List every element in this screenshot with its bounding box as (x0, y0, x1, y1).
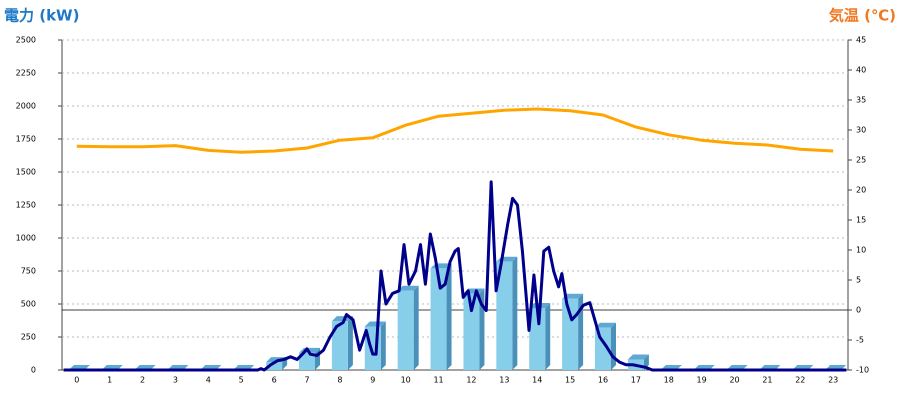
y-axis-title: 電力 (kW) (4, 7, 79, 25)
bar (562, 298, 579, 370)
x-tick-label: 3 (173, 376, 178, 385)
bar (463, 293, 480, 370)
bar (299, 352, 316, 370)
y-tick-label: 1250 (16, 201, 36, 210)
y2-tick-label: 10 (856, 246, 866, 255)
y-tick-label: 750 (21, 267, 36, 276)
x-tick-label: 5 (239, 376, 244, 385)
x-tick-label: 15 (565, 376, 575, 385)
bar-side (413, 285, 419, 370)
x-tick-label: 14 (532, 376, 542, 385)
bar-side (545, 302, 551, 370)
y2-tick-label: 15 (856, 216, 866, 225)
bar-side (512, 256, 518, 370)
y-tick-label: 500 (21, 300, 36, 309)
bar-side (610, 322, 616, 370)
x-tick-label: 21 (762, 376, 772, 385)
bar-side (347, 316, 353, 370)
bar-top (364, 321, 386, 327)
bar-side (282, 357, 288, 370)
y2-tick-label: 5 (856, 276, 861, 285)
y-tick-label: 2000 (16, 102, 36, 111)
bar-top (397, 285, 419, 291)
bar (529, 307, 546, 370)
x-tick-label: 0 (74, 376, 79, 385)
bar-top (594, 322, 616, 328)
y2-tick-label: 30 (856, 126, 866, 135)
bar-top (627, 354, 649, 360)
x-tick-label: 10 (401, 376, 411, 385)
x-tick-label: 8 (337, 376, 342, 385)
power-line (63, 180, 847, 372)
temperature-line (76, 107, 834, 154)
x-tick-label: 9 (370, 376, 375, 385)
y2-tick-label: 25 (856, 156, 866, 165)
bar (430, 268, 447, 370)
x-tick-label: 1 (107, 376, 112, 385)
y2-tick-label: -5 (856, 336, 864, 345)
bar (331, 321, 348, 370)
x-tick-label: 16 (598, 376, 608, 385)
y-tick-label: 2500 (16, 36, 36, 45)
y2-tick-label: 45 (856, 36, 866, 45)
y2-tick-label: 20 (856, 186, 866, 195)
y-tick-label: 0 (31, 366, 36, 375)
y2-tick-label: -10 (856, 366, 869, 375)
x-tick-label: 7 (304, 376, 309, 385)
y-tick-label: 1750 (16, 135, 36, 144)
bar-top (562, 293, 584, 299)
x-tick-label: 2 (140, 376, 145, 385)
x-tick-label: 23 (828, 376, 838, 385)
x-tick-label: 4 (206, 376, 211, 385)
y-tick-label: 250 (21, 333, 36, 342)
x-tick-label: 6 (272, 376, 277, 385)
x-tick-label: 11 (433, 376, 443, 385)
x-tick-label: 22 (795, 376, 805, 385)
bar-side (380, 321, 386, 370)
bar (266, 362, 283, 370)
bar (496, 261, 513, 370)
y2-tick-label: 0 (856, 306, 861, 315)
x-tick-label: 19 (697, 376, 707, 385)
y-tick-label: 2250 (16, 69, 36, 78)
y-tick-label: 1000 (16, 234, 36, 243)
x-tick-label: 13 (499, 376, 509, 385)
y2-axis-title: 気温 (℃) (829, 7, 896, 25)
x-tick-label: 20 (729, 376, 739, 385)
y2-tick-label: 35 (856, 96, 866, 105)
x-tick-label: 18 (664, 376, 674, 385)
bar (397, 290, 414, 370)
x-tick-label: 12 (466, 376, 476, 385)
y-tick-label: 1500 (16, 168, 36, 177)
bar-side (446, 263, 452, 370)
y2-tick-label: 40 (856, 66, 866, 75)
x-tick-label: 17 (631, 376, 641, 385)
